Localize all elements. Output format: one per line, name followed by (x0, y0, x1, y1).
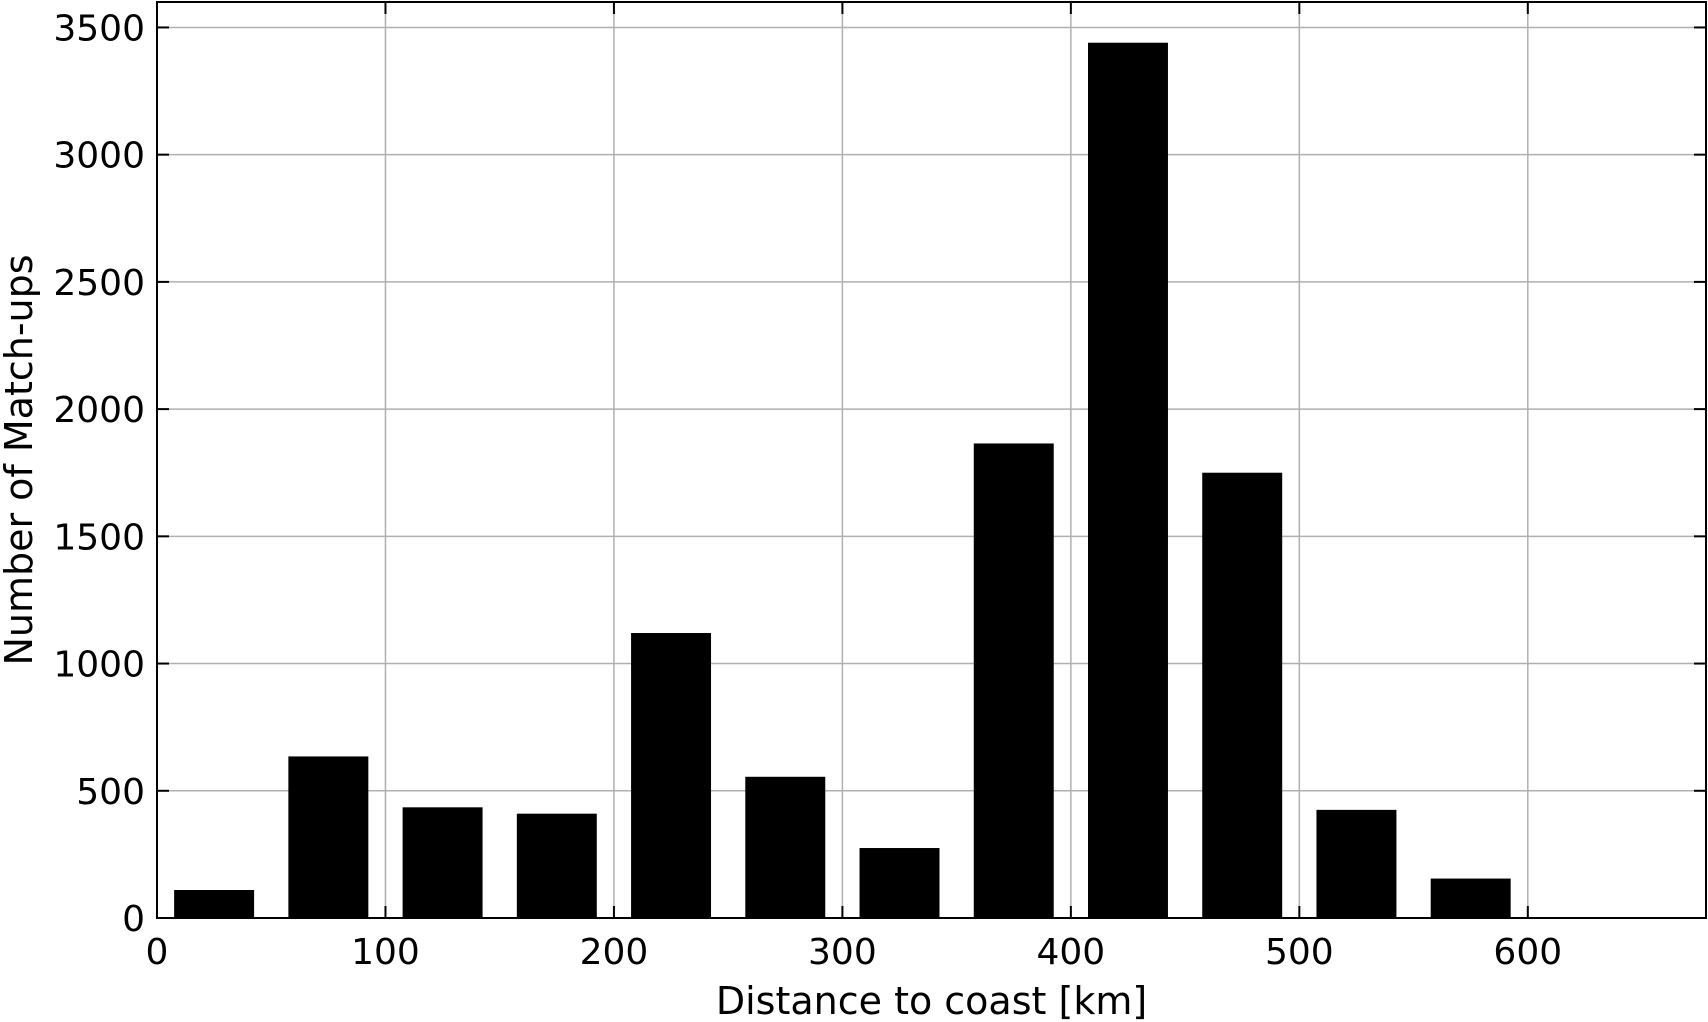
bar-10 (1316, 809, 1397, 918)
x-axis-label: Distance to coast [km] (716, 979, 1147, 1022)
tick-marks (156, 2, 1706, 919)
bar-0 (174, 890, 255, 918)
y-tick-label: 1500 (53, 517, 145, 558)
y-tick-labels: 0 500 1000 1500 2000 2500 3000 3500 (53, 8, 145, 940)
y-tick-label: 2500 (53, 263, 145, 304)
grid-lines (157, 2, 1706, 918)
bar-6 (859, 848, 940, 918)
y-tick-label: 500 (76, 772, 145, 813)
x-tick-label: 200 (580, 932, 649, 973)
y-tick-label: 3500 (53, 8, 145, 49)
plot-frame (156, 1, 1707, 919)
y-tick-label: 0 (122, 899, 145, 940)
bar-7 (973, 443, 1054, 918)
bar-2 (402, 807, 483, 918)
x-tick-label: 400 (1037, 932, 1106, 973)
bar-3 (516, 813, 597, 918)
x-tick-labels: 0 100 200 300 400 500 600 (146, 932, 1563, 973)
y-tick-label: 1000 (53, 645, 145, 686)
x-tick-label: 300 (808, 932, 877, 973)
bar-8 (1087, 42, 1168, 918)
bar-5 (745, 776, 826, 918)
bar-1 (288, 756, 369, 918)
bar-9 (1202, 472, 1283, 918)
y-axis-label: Number of Match-ups (0, 254, 41, 665)
y-tick-label: 2000 (53, 390, 145, 431)
bar-11 (1430, 878, 1511, 918)
x-tick-label: 100 (351, 932, 420, 973)
y-tick-label: 3000 (53, 136, 145, 177)
x-tick-label: 600 (1493, 932, 1562, 973)
x-tick-label: 0 (146, 932, 169, 973)
x-tick-label: 500 (1265, 932, 1334, 973)
bars-group (174, 42, 1511, 918)
bar-4 (631, 633, 712, 918)
